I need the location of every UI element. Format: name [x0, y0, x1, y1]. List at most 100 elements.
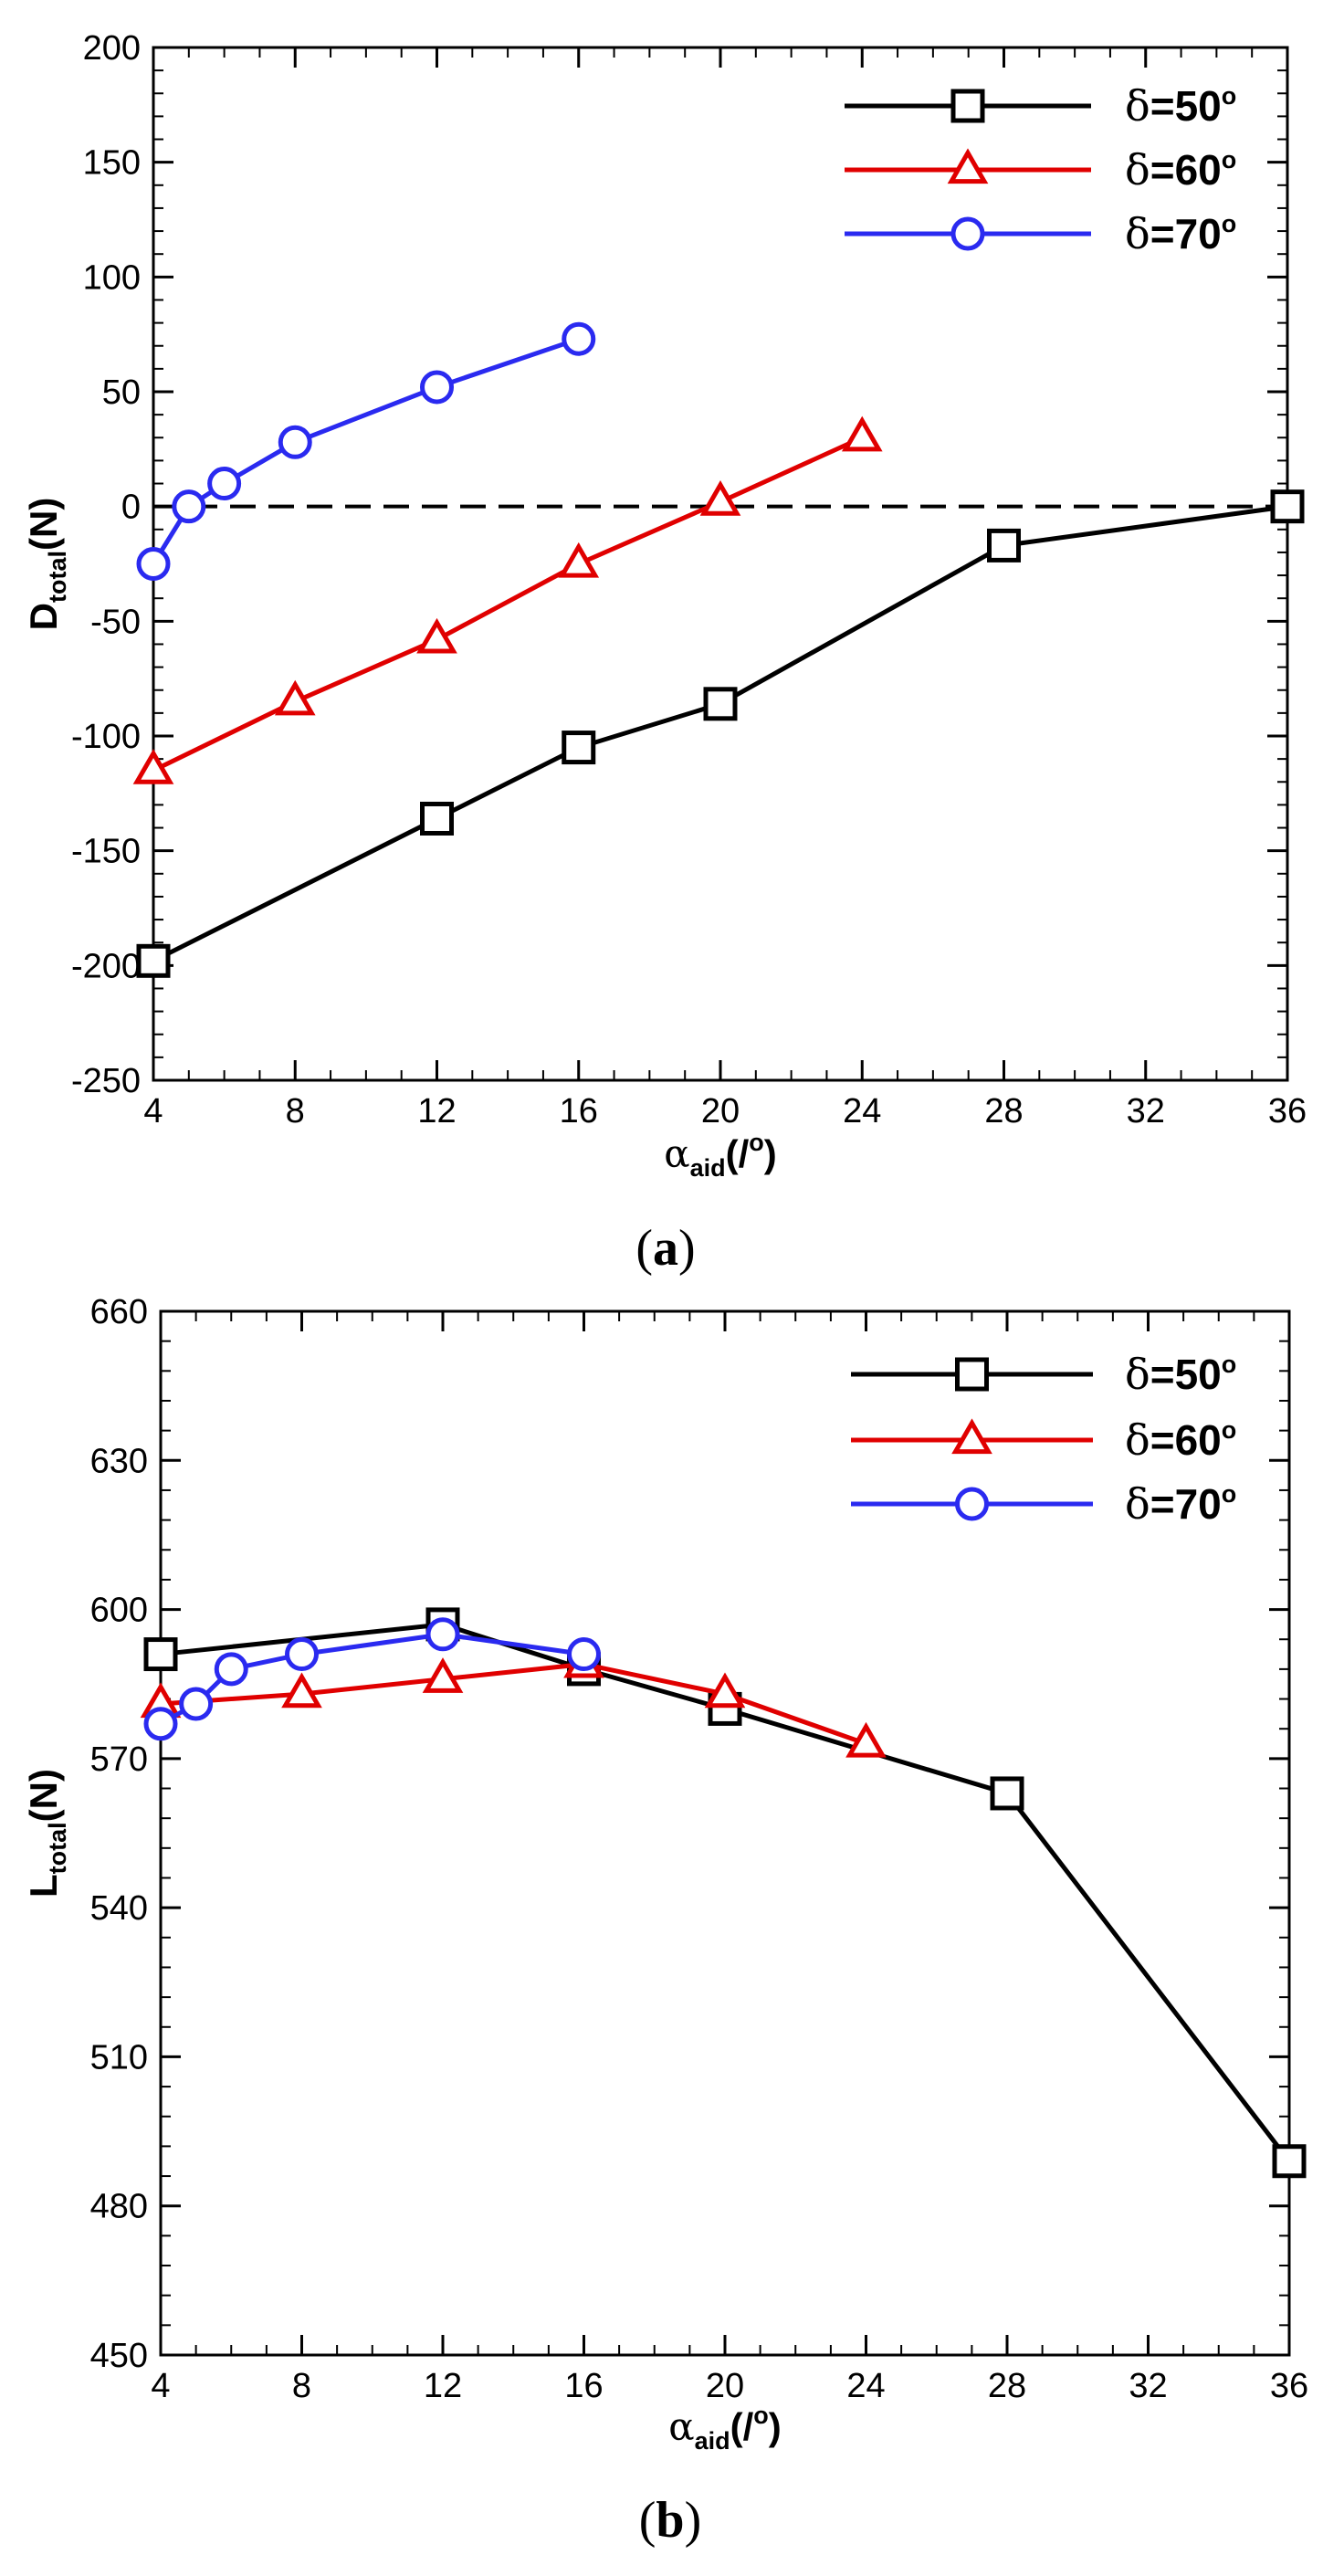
- x-tick-label: 4: [143, 1092, 163, 1130]
- y-tick-label: 480: [90, 2188, 148, 2226]
- x-tick-label: 12: [417, 1092, 456, 1130]
- panel-caption: (a): [635, 1220, 695, 1277]
- legend-item: δ=50o: [845, 81, 1236, 131]
- data-point-triangle: [422, 1657, 464, 1693]
- legend-item: δ=70o: [851, 1479, 1236, 1529]
- data-point-square: [990, 1776, 1024, 1811]
- x-tick-label: 12: [424, 2367, 462, 2405]
- x-tick-label: 28: [988, 2367, 1026, 2405]
- plot-frame: [159, 1309, 1291, 2357]
- y-axis-symbol: L: [22, 1874, 65, 1898]
- series-triangle: [132, 415, 883, 784]
- x-axis-close: ): [769, 2405, 782, 2448]
- x-tick-label: 32: [1127, 1092, 1165, 1130]
- data-point-square: [143, 1637, 178, 1672]
- series-line: [160, 1622, 1291, 2163]
- legend-item: δ=60o: [851, 1415, 1236, 1465]
- data-point-circle: [179, 1687, 214, 1721]
- series-square: [136, 489, 1305, 978]
- legend-item: δ=50o: [851, 1350, 1236, 1399]
- legend-marker-triangle: [951, 1418, 992, 1455]
- legend-item: δ=70o: [845, 209, 1236, 258]
- legend-degree: o: [1222, 1351, 1237, 1378]
- y-tick-label: 630: [90, 1442, 148, 1480]
- data-point-square: [1270, 489, 1305, 524]
- data-point-triangle: [558, 541, 600, 578]
- legend-label: δ=70o: [1125, 1479, 1236, 1529]
- plot-frame: [152, 46, 1289, 1082]
- caption-letter: a: [653, 1220, 678, 1277]
- y-axis-subscript: total: [44, 551, 71, 603]
- x-tick-label: 24: [843, 1092, 881, 1130]
- legend-item: δ=60o: [845, 145, 1236, 195]
- chart-panel-a: 4 8 12 16 20 24 28 32 36 -250 -200 -150 -100 -50 0 50 10…: [22, 29, 1307, 1277]
- chart-panel-b: 4 8 12 16 20 24 28 32 36 450 480 510 540 570 600 630 660…: [22, 1293, 1308, 2549]
- legend-value: =70: [1150, 1480, 1222, 1528]
- data-point-square: [987, 528, 1021, 563]
- data-point-triangle: [281, 1672, 322, 1709]
- x-tick-label: 16: [564, 2367, 603, 2405]
- legend-marker-circle: [955, 1487, 989, 1521]
- x-tick-label: 20: [706, 2367, 744, 2405]
- data-point-circle: [567, 1637, 601, 1672]
- data-point-triangle: [699, 480, 741, 516]
- series-line: [151, 336, 580, 565]
- data-point-circle: [172, 489, 206, 524]
- y-tick-label: 510: [90, 2038, 148, 2077]
- legend-value: =50: [1150, 1351, 1222, 1398]
- data-point-square: [1272, 2144, 1307, 2179]
- data-point-square: [420, 801, 454, 836]
- y-tick-label: 570: [90, 1740, 148, 1779]
- data-point-circle: [420, 370, 454, 405]
- x-axis-greek: α: [668, 2404, 694, 2449]
- x-tick-label: 4: [151, 2367, 170, 2405]
- panel-caption: (b): [639, 2492, 701, 2549]
- y-tick-label: -200: [71, 947, 141, 985]
- y-tick-label: 540: [90, 1889, 148, 1928]
- caption-letter: b: [656, 2492, 684, 2549]
- y-tick-label: 150: [83, 144, 141, 183]
- x-axis-subscript: aid: [695, 2427, 730, 2455]
- legend-degree: o: [1222, 1416, 1237, 1444]
- data-point-triangle: [841, 415, 883, 452]
- y-tick-label: -250: [71, 1062, 141, 1100]
- data-point-square: [562, 731, 596, 765]
- legend-value: =60: [1150, 146, 1222, 194]
- legend-label: δ=70o: [1125, 209, 1236, 258]
- data-point-triangle: [416, 617, 457, 654]
- y-axis-label: Ltotal(N): [22, 1769, 71, 1898]
- caption-open: (: [635, 1220, 653, 1277]
- data-point-triangle: [274, 679, 316, 716]
- legend-greek: δ: [1125, 1350, 1150, 1399]
- legend-greek: δ: [1125, 1415, 1150, 1465]
- data-point-triangle: [845, 1721, 887, 1758]
- x-axis-label: αaid(/o): [668, 2402, 782, 2455]
- y-tick-label: 450: [90, 2337, 148, 2375]
- y-axis-symbol: D: [22, 603, 65, 630]
- y-axis-label: Dtotal(N): [22, 498, 71, 631]
- legend-label: δ=50o: [1125, 81, 1236, 131]
- legend-greek: δ: [1125, 81, 1150, 131]
- caption-close: ): [685, 2492, 702, 2549]
- series-line: [152, 504, 1288, 963]
- legend: δ=50o δ=60o δ=70o: [845, 81, 1236, 258]
- caption-close: ): [678, 1220, 696, 1277]
- legend-value: =50: [1150, 82, 1222, 130]
- x-axis-close: ): [764, 1132, 777, 1175]
- legend-value: =70: [1150, 210, 1222, 258]
- x-axis-label: αaid(/o): [664, 1129, 777, 1182]
- x-tick-label: 32: [1129, 2367, 1167, 2405]
- data-point-square: [703, 687, 738, 721]
- data-point-circle: [562, 321, 596, 356]
- series-circle: [136, 321, 596, 581]
- x-tick-label: 8: [292, 2367, 311, 2405]
- y-tick-label: 100: [83, 258, 141, 297]
- data-point-circle: [278, 425, 312, 459]
- caption-open: (: [639, 2492, 656, 2549]
- series-line: [152, 435, 864, 773]
- legend-label: δ=50o: [1125, 1350, 1236, 1399]
- x-axis-unit: (/: [730, 2405, 754, 2448]
- y-tick-label: 0: [121, 489, 141, 527]
- legend-greek: δ: [1125, 1479, 1150, 1529]
